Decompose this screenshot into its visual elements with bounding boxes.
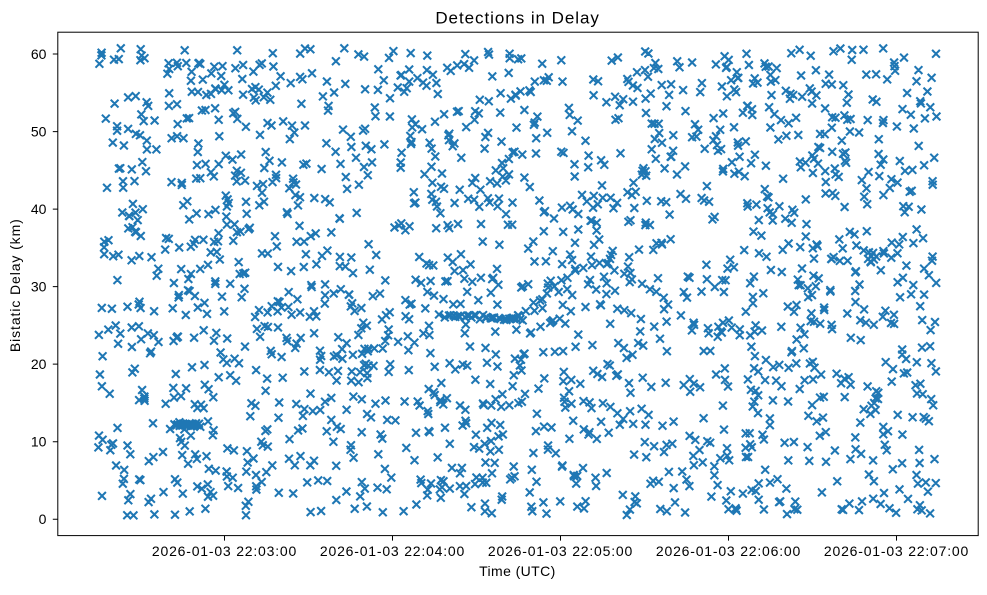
svg-text:2026-01-03 22:05:00: 2026-01-03 22:05:00 — [488, 543, 633, 559]
svg-text:Detections in Delay: Detections in Delay — [435, 8, 600, 27]
svg-text:2026-01-03 22:07:00: 2026-01-03 22:07:00 — [824, 543, 969, 559]
svg-text:30: 30 — [31, 279, 47, 295]
svg-text:2026-01-03 22:03:00: 2026-01-03 22:03:00 — [152, 543, 297, 559]
svg-text:50: 50 — [31, 124, 47, 140]
svg-text:2026-01-03 22:04:00: 2026-01-03 22:04:00 — [320, 543, 465, 559]
svg-text:10: 10 — [31, 434, 47, 450]
svg-text:2026-01-03 22:06:00: 2026-01-03 22:06:00 — [656, 543, 801, 559]
svg-text:60: 60 — [31, 46, 47, 62]
svg-text:20: 20 — [31, 356, 47, 372]
svg-text:0: 0 — [39, 511, 47, 527]
svg-text:40: 40 — [31, 201, 47, 217]
svg-text:Bistatic Delay (km): Bistatic Delay (km) — [7, 218, 23, 352]
svg-text:Time (UTC): Time (UTC) — [479, 563, 556, 579]
